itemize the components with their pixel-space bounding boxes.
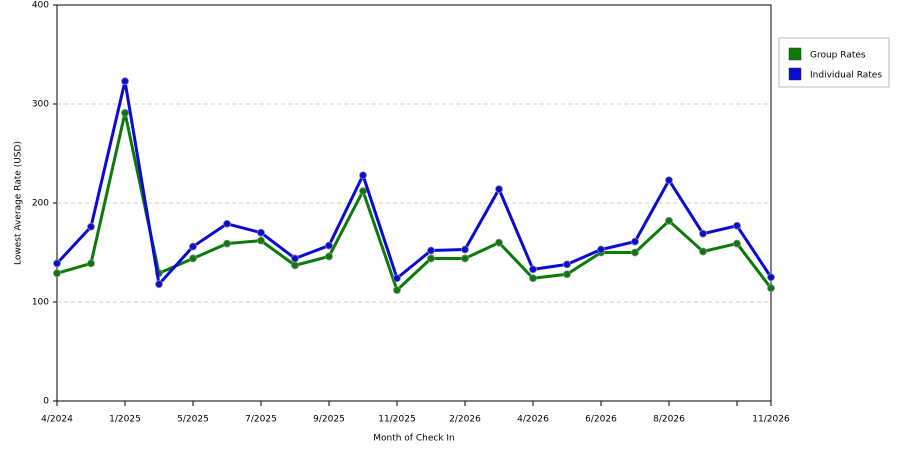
- data-point: [257, 236, 265, 245]
- data-point: [87, 222, 95, 231]
- x-tick-label: 11/2025: [378, 415, 415, 425]
- x-tick-label: 8/2026: [653, 415, 685, 425]
- data-point: [563, 270, 571, 279]
- data-point: [665, 216, 673, 225]
- data-point: [631, 248, 639, 257]
- data-point: [53, 259, 61, 268]
- data-point: [189, 254, 197, 263]
- data-point: [393, 274, 401, 283]
- data-point: [767, 273, 775, 282]
- data-point: [359, 187, 367, 196]
- data-point: [631, 237, 639, 246]
- data-point: [325, 252, 333, 261]
- data-point: [87, 259, 95, 268]
- x-tick-label: 4/2026: [517, 415, 549, 425]
- x-tick-label: 5/2025: [177, 415, 209, 425]
- data-point: [427, 246, 435, 255]
- x-tick-label: 4/2024: [41, 415, 73, 425]
- x-tick-label: 1/2025: [109, 415, 141, 425]
- data-point: [733, 221, 741, 230]
- data-point: [495, 238, 503, 247]
- data-point: [495, 185, 503, 194]
- data-point: [121, 77, 129, 86]
- legend-swatch: [788, 47, 802, 61]
- data-point: [529, 274, 537, 283]
- data-point: [699, 247, 707, 256]
- data-point: [529, 265, 537, 274]
- data-point: [53, 269, 61, 278]
- data-point: [291, 261, 299, 270]
- data-point: [699, 229, 707, 238]
- legend-label: Group Rates: [810, 51, 866, 61]
- x-tick-label: 6/2026: [585, 415, 617, 425]
- x-tick-label: 9/2025: [313, 415, 345, 425]
- x-tick-label: 2/2026: [449, 415, 481, 425]
- legend-swatch: [788, 67, 802, 81]
- data-point: [155, 280, 163, 289]
- y-tick-label: 0: [43, 397, 49, 407]
- data-point: [767, 284, 775, 293]
- data-point: [597, 245, 605, 254]
- data-point: [223, 239, 231, 248]
- data-point: [223, 219, 231, 228]
- data-point: [291, 254, 299, 263]
- data-point: [427, 254, 435, 263]
- data-point: [121, 109, 129, 117]
- y-tick-label: 200: [32, 199, 49, 209]
- x-tick-label: 11/2026: [752, 415, 790, 425]
- data-point: [359, 171, 367, 180]
- data-point: [733, 239, 741, 248]
- y-tick-label: 100: [32, 298, 49, 308]
- y-tick-label: 400: [32, 1, 49, 11]
- data-point: [563, 260, 571, 269]
- data-point: [393, 286, 401, 295]
- data-point: [461, 254, 469, 263]
- x-axis-label: Month of Check In: [373, 434, 455, 444]
- x-tick-label: 7/2025: [245, 415, 277, 425]
- legend-label: Individual Rates: [810, 71, 882, 81]
- data-point: [325, 241, 333, 250]
- series-line: [55, 79, 773, 286]
- y-axis-label: Lowest Average Rate (USD): [14, 141, 24, 265]
- data-point: [461, 245, 469, 254]
- data-point: [257, 228, 265, 237]
- data-point: [665, 176, 673, 185]
- y-tick-label: 300: [32, 100, 49, 110]
- data-point: [189, 242, 197, 251]
